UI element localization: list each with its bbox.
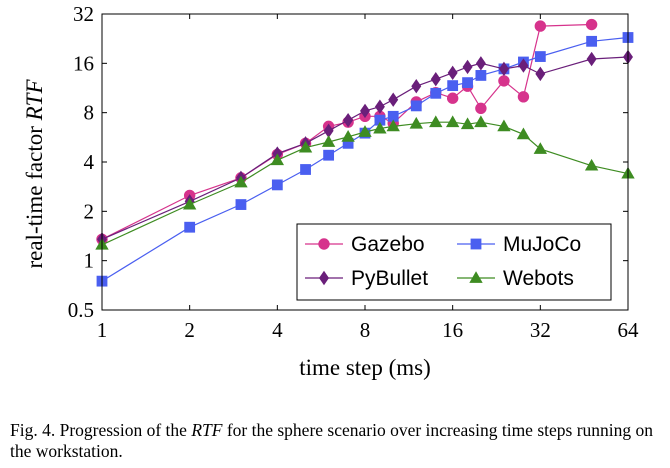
data-point-pybullet <box>388 92 399 107</box>
legend-label-mujoco: MuJoCo <box>503 233 581 256</box>
data-point-webots <box>474 115 488 128</box>
data-point-pybullet <box>535 66 546 82</box>
data-point-mujoco <box>447 80 459 92</box>
caption-symbol: RTF <box>191 420 223 440</box>
data-point-webots <box>358 125 372 137</box>
data-point-gazebo <box>517 91 530 103</box>
caption-suffix: for the sphere scenario over increasing … <box>10 420 654 461</box>
data-point-pybullet <box>343 112 354 128</box>
data-point-pybullet <box>374 99 385 114</box>
y-tick-label: 2 <box>84 199 95 223</box>
series-line-pybullet <box>101 56 629 240</box>
data-point-webots <box>460 117 475 130</box>
y-tick-label: 16 <box>73 51 94 75</box>
data-point-webots <box>234 175 248 188</box>
data-point-mujoco <box>410 100 422 112</box>
data-point-mujoco <box>586 35 598 47</box>
data-point-pybullet <box>447 65 458 81</box>
y-axis-title: real-time factor RTF <box>22 79 47 269</box>
data-point-mujoco <box>534 51 546 62</box>
caption-prefix: Fig. 4. Progression of the <box>10 420 192 440</box>
data-point-webots <box>386 119 400 132</box>
legend-box <box>296 223 612 301</box>
data-point-pybullet <box>498 61 509 77</box>
x-tick-label: 32 <box>530 318 551 342</box>
y-tick-label: 4 <box>84 150 95 174</box>
x-tick-label: 64 <box>618 318 640 342</box>
data-point-webots <box>445 115 460 128</box>
legend-marker-mujoco <box>470 238 482 250</box>
data-point-gazebo <box>475 102 487 115</box>
legend-entry-gazebo: Gazebo <box>305 233 425 256</box>
data-point-pybullet <box>475 56 486 71</box>
data-point-gazebo <box>585 18 598 31</box>
data-point-webots <box>409 116 423 129</box>
data-point-mujoco <box>462 77 473 89</box>
x-tick-label: 8 <box>360 318 371 342</box>
data-point-mujoco <box>300 164 311 175</box>
data-point-webots <box>321 135 336 147</box>
x-tick-label: 2 <box>184 318 195 342</box>
data-point-webots <box>373 121 387 134</box>
data-point-gazebo <box>446 92 459 104</box>
series-pybullet <box>97 49 633 247</box>
legend-marker-pybullet <box>319 270 329 286</box>
y-tick-label: 8 <box>84 101 95 125</box>
series-webots <box>95 115 635 250</box>
data-point-mujoco <box>235 199 247 210</box>
legend-marker-webots <box>469 271 483 283</box>
series-line-webots <box>101 121 629 246</box>
y-axis-title-symbol: RTF <box>22 79 47 122</box>
data-point-webots <box>497 119 511 132</box>
y-axis-title-text: real-time factor <box>22 120 47 268</box>
legend-label-gazebo: Gazebo <box>351 233 425 256</box>
data-point-webots <box>298 140 313 153</box>
legend-label-webots: Webots <box>503 267 574 290</box>
data-point-webots <box>182 197 197 210</box>
x-tick-label: 4 <box>272 318 283 342</box>
data-point-gazebo <box>498 75 510 87</box>
legend-entry-webots: Webots <box>457 267 574 290</box>
y-tick-label: 32 <box>73 2 94 26</box>
y-tick-label: 1 <box>84 249 95 273</box>
data-point-pybullet <box>586 51 597 67</box>
data-point-webots <box>533 142 548 154</box>
figure-caption: Fig. 4. Progression of the RTF for the s… <box>10 420 665 462</box>
data-point-mujoco <box>475 70 487 81</box>
data-point-mujoco <box>184 221 196 233</box>
data-point-pybullet <box>462 59 473 75</box>
data-point-pybullet <box>360 103 370 119</box>
legend-entry-pybullet: PyBullet <box>305 267 428 290</box>
data-point-pybullet <box>411 79 422 94</box>
data-point-webots <box>270 153 285 166</box>
data-point-webots <box>584 158 599 171</box>
y-tick-label: 0.5 <box>68 298 94 322</box>
data-point-webots <box>516 127 531 140</box>
data-point-webots <box>429 115 443 128</box>
data-point-mujoco <box>271 179 283 191</box>
data-point-mujoco <box>323 149 335 161</box>
x-axis-title: time step (ms) <box>299 355 431 380</box>
data-point-webots <box>341 129 355 142</box>
x-tick-label: 16 <box>442 318 463 342</box>
legend: Gazebo MuJoCo PyBullet Webots <box>296 223 612 301</box>
data-point-pybullet <box>518 58 529 73</box>
legend-entry-mujoco: MuJoCo <box>457 233 581 256</box>
data-point-mujoco <box>430 87 442 99</box>
data-point-gazebo <box>534 20 547 32</box>
legend-label-pybullet: PyBullet <box>351 267 428 290</box>
data-point-pybullet <box>430 72 441 87</box>
x-tick-label: 1 <box>97 318 108 342</box>
series-layer <box>95 18 635 287</box>
legend-marker-gazebo <box>318 238 330 250</box>
